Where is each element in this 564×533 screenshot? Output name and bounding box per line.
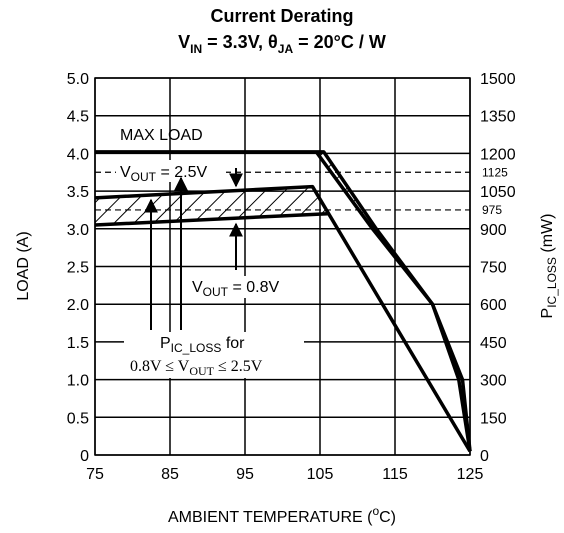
y2-axis-label: PIC_LOSS (mW) [539,214,559,319]
x-tick-label: 75 [86,466,104,483]
y-tick-label: 4.0 [67,146,89,163]
y2-tick-label: 1350 [480,109,516,126]
annotation: VOUT = 2.5V [120,164,207,184]
y2-tick-label: 0 [480,448,489,465]
y-tick-label: 5.0 [67,71,89,88]
y2-tick-label: 1500 [480,71,516,88]
plot-front: 0 0.5 1.0 1.5 2.0 2.5 3.0 3.5 4.0 4.5 5.0 0 150 300 45… [67,71,516,483]
y-tick-label: 3.5 [67,184,89,201]
annotation: 0.8V ≤ VOUT ≤ 2.5V [130,358,263,378]
y2-tick-label: 900 [480,222,507,239]
y2-tick-label: 600 [480,297,507,314]
chart-title: Current Derating [210,6,353,26]
y-tick-label: 1.5 [67,335,89,352]
y-tick-label: 1.0 [67,373,89,390]
label-box [116,160,226,182]
x-tick-label: 95 [236,466,254,483]
hatch-band [95,186,470,452]
label-box [186,276,308,298]
y-tick-label: 2.5 [67,260,89,277]
annotation: VOUT = 0.8V [192,279,279,299]
x-tick-label: 85 [161,466,179,483]
y2-tick-label: 750 [480,260,507,277]
y2-tick-label: 450 [480,335,507,352]
y2-tick-label: 1200 [480,146,516,163]
y2-tick-label: 975 [482,203,502,217]
x-axis-label: AMBIENT TEMPERATURE (oC) [168,504,396,526]
chart-subtitle: VIN = 3.3V, θJA = 20°C / W [178,32,386,56]
annotation: PIC_LOSS for [160,335,245,355]
y2-tick-label: 300 [480,373,507,390]
y2-tick-label: 1125 [482,165,508,179]
y2-tick-label: 150 [480,410,507,427]
y-tick-label: 2.0 [67,297,89,314]
y-tick-label: 4.5 [67,109,89,126]
label-box [124,332,304,378]
y-tick-label: 0.5 [67,410,89,427]
y-axis-label: LOAD (A) [15,231,32,300]
plot-frame [94,77,471,456]
annotation: MAX LOAD [120,127,203,144]
annotations: MAX LOAD VOUT = 2.5V VOUT = 0.8V PIC_LOS… [116,127,308,378]
x-tick-label: 125 [457,466,484,483]
x-tick-label: 105 [307,466,334,483]
x-tick-label: 115 [382,466,408,483]
y-tick-label: 0 [80,448,89,465]
series-line [94,211,328,227]
series-line [94,184,472,453]
y-tick-label: 3.0 [67,222,89,239]
series-line [314,150,472,452]
y2-tick-label: 1050 [480,184,516,201]
